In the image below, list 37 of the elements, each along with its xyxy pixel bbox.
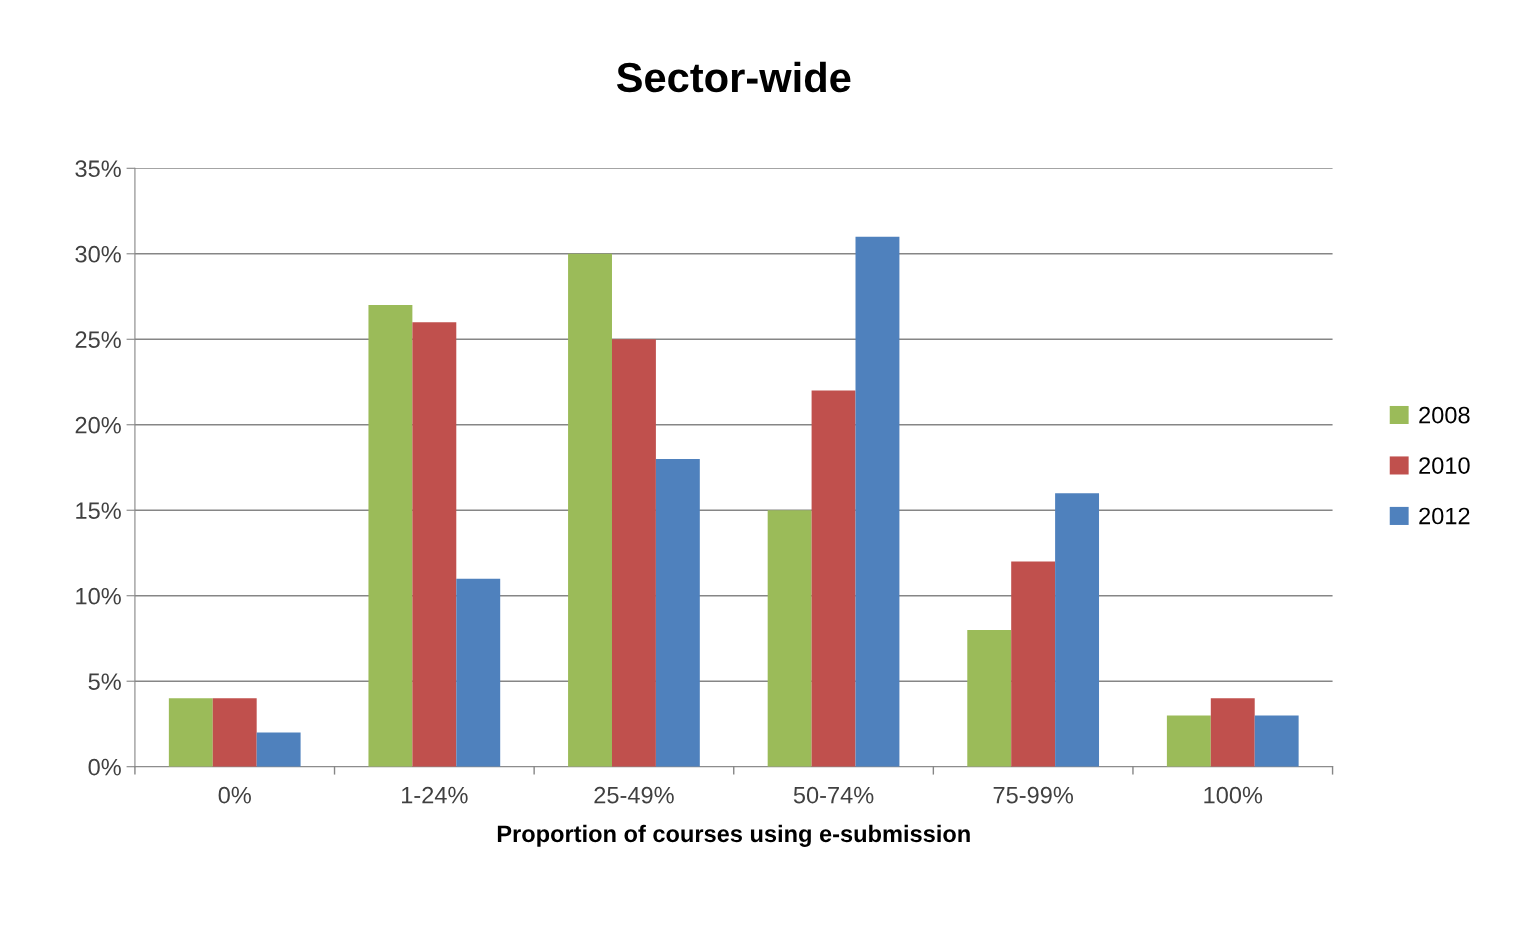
x-tick-label: 0% xyxy=(218,786,251,804)
bar xyxy=(1166,715,1211,767)
y-tick-label: 10% xyxy=(76,587,121,605)
bar xyxy=(1210,698,1255,767)
bar xyxy=(811,390,856,767)
x-axis-title: Proportion of courses using e-submission xyxy=(497,824,970,847)
y-tick-label: 15% xyxy=(76,502,121,520)
y-tick-label: 25% xyxy=(75,331,121,349)
bar xyxy=(568,253,612,767)
x-tick-label: 25-49% xyxy=(594,786,674,804)
legend-label: 2012 xyxy=(1419,507,1470,525)
bar xyxy=(456,578,501,767)
y-tick-label: 30% xyxy=(75,245,121,263)
bar xyxy=(412,322,457,767)
legend-label: 2008 xyxy=(1419,406,1470,424)
y-tick-label: 5% xyxy=(88,673,121,690)
bar xyxy=(368,305,413,767)
bar xyxy=(855,236,900,767)
x-tick-label: 50-74% xyxy=(793,786,874,804)
x-tick-label: 100% xyxy=(1204,786,1263,804)
legend-label: 2010 xyxy=(1419,457,1470,474)
bar xyxy=(1011,561,1056,767)
bar xyxy=(1055,493,1100,767)
y-tick-label: 0% xyxy=(88,758,121,776)
bar xyxy=(168,698,213,767)
chart-title: Sector-wide xyxy=(616,61,851,93)
x-tick-label: 1-24% xyxy=(402,786,468,804)
bar xyxy=(967,629,1012,767)
bar xyxy=(256,732,301,767)
y-tick-label: 20% xyxy=(75,416,121,434)
bar xyxy=(655,458,700,767)
x-tick-label: 75-99% xyxy=(993,786,1074,804)
y-tick-label: 35% xyxy=(75,160,121,178)
bar xyxy=(611,339,656,767)
bar xyxy=(767,510,812,767)
bar xyxy=(212,698,257,767)
bar xyxy=(1254,715,1299,767)
